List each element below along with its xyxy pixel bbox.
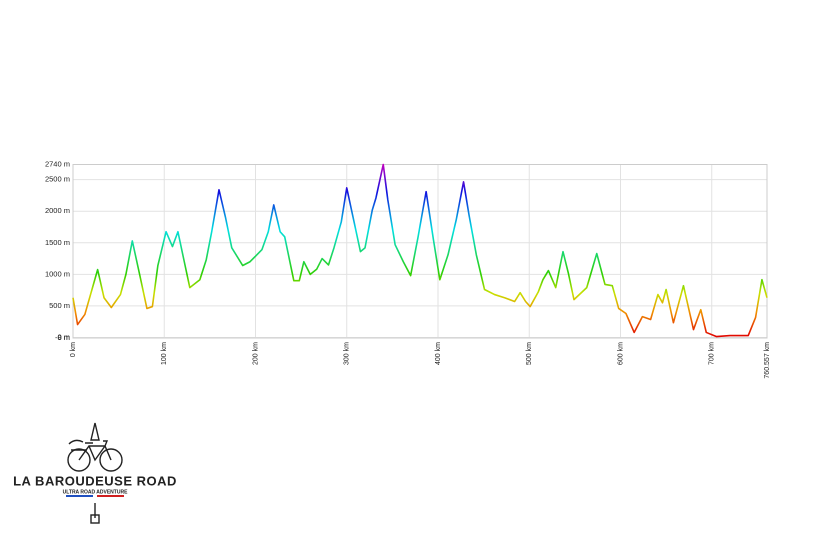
x-tick-label: 0 km <box>70 342 77 357</box>
logo-frame <box>78 440 112 462</box>
y-tick-label: 1000 m <box>45 269 70 278</box>
y-tick-label: 0 m <box>57 332 70 341</box>
logo-bags <box>68 439 87 451</box>
y-tick-label: -8 m <box>55 333 70 342</box>
x-tick-label: 700 km <box>709 342 716 365</box>
x-tick-label: 760.557 km <box>764 342 771 379</box>
logo-wheel <box>67 448 91 472</box>
y-tick-label: 500 m <box>49 301 70 310</box>
x-tick-label: 200 km <box>252 342 259 365</box>
elevation-line <box>72 163 768 338</box>
y-tick-label: 2500 m <box>45 175 70 184</box>
logo-wheel <box>99 448 123 472</box>
x-tick-label: 400 km <box>435 342 442 365</box>
logo-title: LA BAROUDEUSE ROAD <box>13 473 177 488</box>
logo-base <box>90 514 100 524</box>
x-tick-label: 100 km <box>161 342 168 365</box>
x-tick-label: 500 km <box>526 342 533 365</box>
y-tick-label: 1500 m <box>45 238 70 247</box>
logo-subtitle: ULTRA ROAD ADVENTURE <box>63 489 128 495</box>
x-tick-label: 600 km <box>617 342 624 365</box>
y-tick-label: 2740 m <box>45 159 70 168</box>
x-tick-label: 300 km <box>344 342 351 365</box>
y-tick-label: 2000 m <box>45 206 70 215</box>
logo-spire <box>90 422 100 441</box>
plot-border <box>72 164 768 339</box>
logo <box>66 422 124 524</box>
